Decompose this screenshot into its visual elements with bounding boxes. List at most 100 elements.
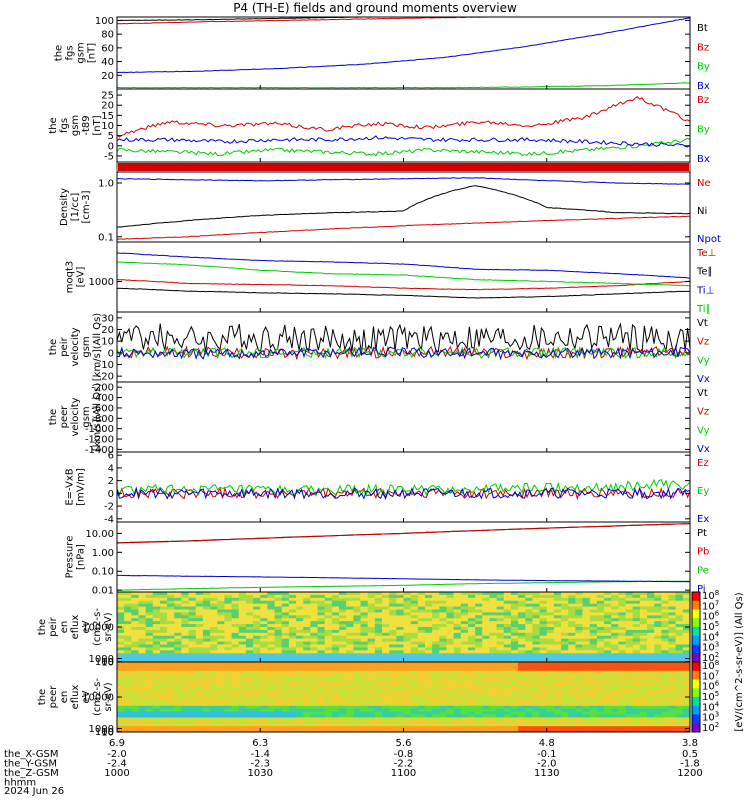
spectrogram-cell [568, 621, 576, 625]
spectrogram-cell [131, 644, 139, 648]
spectrogram-cell [188, 705, 197, 710]
spectrogram-cell [267, 615, 276, 619]
spectrogram-cell [389, 635, 397, 640]
spectrogram-cell [561, 594, 569, 599]
spectrogram-cell [503, 618, 512, 622]
spectrogram-cell [310, 729, 319, 733]
spectrogram-cell [589, 670, 598, 675]
spectrogram-cell [582, 609, 591, 613]
spectrogram-cell [360, 679, 369, 683]
spectrogram-cell [267, 606, 276, 610]
spectrogram-cell [374, 664, 383, 669]
spectrogram-cell [138, 691, 147, 695]
spectrogram-cell [525, 632, 533, 637]
spectrogram-cell [296, 662, 304, 666]
spectrogram-cell [432, 697, 440, 701]
spectrogram-cell [432, 600, 440, 605]
spectrogram-cell [568, 676, 576, 680]
spectrogram-cell [510, 662, 519, 666]
spectrogram-cell [281, 691, 290, 695]
spectrogram-cell [124, 618, 132, 622]
footer-value: -2.2 [394, 759, 414, 770]
spectrogram-cell [446, 641, 455, 645]
spectrogram-cell [647, 650, 655, 654]
spectrogram-cell [532, 682, 541, 686]
spectrogram-cell [217, 714, 225, 718]
spectrogram-cell [596, 594, 605, 599]
spectrogram-cell [582, 711, 591, 715]
spectrogram-cell [589, 594, 598, 599]
spectrogram-cell [174, 618, 182, 622]
spectrogram-cell [167, 711, 175, 715]
spectrogram-cell [503, 697, 512, 701]
spectrogram-cell [668, 667, 677, 672]
spectrogram-cell [453, 659, 462, 663]
spectrogram-cell [267, 612, 276, 616]
spectrogram-cell [618, 650, 627, 654]
spectrogram-cell [604, 624, 612, 628]
spectrogram-cell [159, 635, 168, 640]
colorbar-segment [692, 653, 700, 663]
y-axis-label: [km/s](All Qs) [92, 313, 103, 381]
spectrogram-cell [174, 720, 182, 724]
spectrogram-cell [417, 699, 426, 704]
spectrogram-cell [654, 600, 662, 605]
spectrogram-cell [417, 670, 426, 675]
spectrogram-cell [288, 699, 297, 704]
spectrogram-cell [632, 600, 641, 605]
spectrogram-cell [618, 714, 627, 718]
spectrogram-cell [210, 670, 218, 675]
spectrogram-cell [596, 676, 605, 680]
spectrogram-cell [374, 641, 383, 645]
y-tick-label: 0 [108, 489, 114, 500]
spectrogram-cell [324, 615, 333, 619]
spectrogram-cell [632, 714, 641, 718]
spectrogram-cell [367, 720, 376, 724]
spectrogram-cell [389, 723, 397, 727]
colorbar-segment [692, 679, 700, 689]
spectrogram-cell [668, 688, 677, 692]
spectrogram-cell [117, 711, 125, 715]
legend-entry-Ez: Ez [697, 458, 709, 469]
spectrogram-cell [639, 603, 648, 608]
spectrogram-cell [195, 647, 204, 651]
spectrogram-cell [159, 676, 168, 680]
spectrogram-cell [145, 688, 154, 692]
spectrogram-cell [553, 659, 562, 663]
spectrogram-cell [138, 685, 147, 689]
spectrogram-cell [654, 592, 662, 596]
spectrogram-cell [382, 647, 390, 651]
spectrogram-cell [460, 594, 469, 599]
spectrogram-cell [145, 699, 154, 704]
spectrogram-cell [202, 600, 211, 605]
spectrogram-cell [424, 629, 433, 634]
spectrogram-cell [682, 629, 691, 634]
spectrogram-cell [460, 638, 469, 643]
spectrogram-cell [224, 717, 233, 721]
spectrogram-cell [389, 656, 397, 660]
spectrogram-cell [489, 621, 498, 625]
spectrogram-cell [238, 726, 247, 730]
spectrogram-cell [167, 705, 175, 710]
spectrogram-cell [188, 726, 197, 730]
spectrogram-cell [274, 717, 283, 721]
spectrogram-cell [453, 662, 462, 666]
spectrogram-cell [561, 714, 569, 718]
spectrogram-cell [374, 615, 383, 619]
spectrogram-cell [367, 647, 376, 651]
spectrogram-cell [167, 670, 175, 675]
spectrogram-cell [131, 647, 139, 651]
spectrogram-cell [174, 635, 182, 640]
spectrogram-cell [525, 699, 533, 704]
spectrogram-cell [288, 723, 297, 727]
spectrogram-cell [231, 621, 240, 625]
spectrogram-cell [260, 723, 268, 727]
spectrogram-cell [561, 676, 569, 680]
spectrogram-cell [503, 638, 512, 643]
spectrogram-cell [417, 615, 426, 619]
spectrogram-cell [317, 594, 326, 599]
spectrogram-cell [596, 720, 605, 724]
spectrogram-cell [317, 618, 326, 622]
spectrogram-cell [661, 673, 670, 678]
spectrogram-cell [174, 673, 182, 678]
